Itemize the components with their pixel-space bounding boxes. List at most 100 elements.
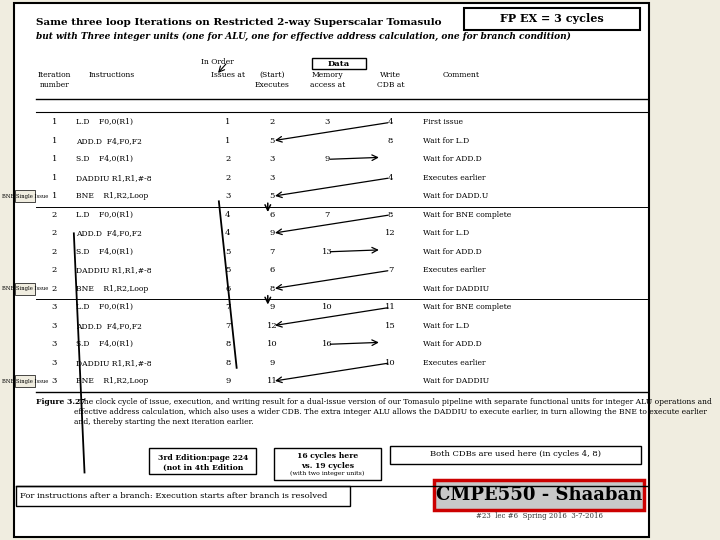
Text: 3: 3 [225, 192, 230, 200]
Text: Wait for ADD.D: Wait for ADD.D [423, 156, 482, 163]
Text: BNE Single Issue: BNE Single Issue [1, 286, 48, 291]
Text: Wait for L.D: Wait for L.D [423, 137, 469, 145]
Text: Iteration
number: Iteration number [37, 71, 71, 89]
Text: Figure 3.27: Figure 3.27 [37, 397, 86, 406]
Bar [16, 485, 350, 505]
Text: 12: 12 [267, 322, 277, 330]
Text: 3: 3 [325, 118, 330, 126]
Text: 7: 7 [388, 266, 393, 274]
Text: 7: 7 [325, 211, 330, 219]
Text: First issue: First issue [423, 118, 462, 126]
Text: CMPE550 - Shaaban: CMPE550 - Shaaban [436, 485, 642, 503]
Text: Executes earlier: Executes earlier [423, 266, 485, 274]
Bar [312, 58, 366, 69]
Text: 2: 2 [52, 248, 57, 256]
Text: The clock cycle of issue, execution, and writing result for a dual-issue version: The clock cycle of issue, execution, and… [74, 397, 711, 426]
Bar [15, 375, 35, 387]
Text: Wait for DADDIU: Wait for DADDIU [423, 285, 489, 293]
Text: 12: 12 [385, 230, 396, 237]
Text: 3rd Edition:page 224: 3rd Edition:page 224 [158, 455, 248, 462]
Text: 3: 3 [52, 340, 57, 348]
Text: Memory
access at: Memory access at [310, 71, 345, 89]
Text: Executes earlier: Executes earlier [423, 359, 485, 367]
Text: 9: 9 [269, 303, 275, 312]
Text: 6: 6 [269, 266, 275, 274]
Text: (not in 4th Edition: (not in 4th Edition [163, 463, 243, 471]
Text: ADD.D  F4,F0,F2: ADD.D F4,F0,F2 [76, 137, 142, 145]
Text: 1: 1 [225, 118, 230, 126]
Text: For instructions after a branch: Execution starts after branch is resolved: For instructions after a branch: Executi… [20, 491, 328, 500]
Text: S.D    F4,0(R1): S.D F4,0(R1) [76, 156, 132, 163]
Text: 2: 2 [52, 211, 57, 219]
Text: 1: 1 [52, 174, 57, 182]
Text: Wait for BNE complete: Wait for BNE complete [423, 303, 511, 312]
Text: 16 cycles here: 16 cycles here [297, 453, 358, 461]
Text: 5: 5 [269, 137, 275, 145]
Text: (with two integer units): (with two integer units) [290, 470, 364, 476]
Text: DADDIU R1,R1,#-8: DADDIU R1,R1,#-8 [76, 359, 151, 367]
Text: 1: 1 [52, 137, 57, 145]
Text: Wait for DADD.U: Wait for DADD.U [423, 192, 488, 200]
Text: In Order: In Order [201, 58, 234, 66]
Text: 11: 11 [385, 303, 396, 312]
Text: 6: 6 [225, 285, 230, 293]
Text: 8: 8 [269, 285, 275, 293]
Text: 2: 2 [225, 156, 230, 163]
Text: L.D    F0,0(R1): L.D F0,0(R1) [76, 211, 132, 219]
Text: 10: 10 [385, 359, 396, 367]
Text: ADD.D  F4,F0,F2: ADD.D F4,F0,F2 [76, 322, 142, 330]
Text: 10: 10 [267, 340, 277, 348]
Bar [15, 190, 35, 202]
Text: 9: 9 [269, 359, 275, 367]
Text: Instructions: Instructions [88, 71, 135, 79]
Bar [390, 446, 641, 463]
Text: 7: 7 [225, 303, 230, 312]
Text: (Start)
Executes: (Start) Executes [255, 71, 289, 89]
Text: 2: 2 [52, 285, 57, 293]
Text: 3: 3 [52, 359, 57, 367]
Text: Comment: Comment [443, 71, 480, 79]
Text: Wait for L.D: Wait for L.D [423, 322, 469, 330]
Text: FP EX = 3 cycles: FP EX = 3 cycles [500, 14, 603, 24]
Text: BNE    R1,R2,Loop: BNE R1,R2,Loop [76, 377, 148, 386]
Text: Wait for ADD.D: Wait for ADD.D [423, 248, 482, 256]
Text: 8: 8 [225, 340, 230, 348]
Text: 4: 4 [388, 174, 393, 182]
Text: Both CDBs are used here (in cycles 4, 8): Both CDBs are used here (in cycles 4, 8) [430, 450, 600, 458]
Text: 3: 3 [52, 322, 57, 330]
Text: #23  lec #6  Spring 2016  3-7-2016: #23 lec #6 Spring 2016 3-7-2016 [476, 511, 603, 519]
Text: 1: 1 [52, 192, 57, 200]
Bar [274, 448, 381, 480]
Text: 2: 2 [225, 174, 230, 182]
Text: Wait for ADD.D: Wait for ADD.D [423, 340, 482, 348]
Text: 5: 5 [269, 192, 275, 200]
Text: Wait for L.D: Wait for L.D [423, 230, 469, 237]
Text: BNE    R1,R2,Loop: BNE R1,R2,Loop [76, 192, 148, 200]
Text: 8: 8 [388, 137, 393, 145]
Text: Data: Data [328, 60, 350, 68]
Text: Executes earlier: Executes earlier [423, 174, 485, 182]
Text: BNE    R1,R2,Loop: BNE R1,R2,Loop [76, 285, 148, 293]
Text: 5: 5 [225, 266, 230, 274]
Text: L.D    F0,0(R1): L.D F0,0(R1) [76, 118, 132, 126]
Text: 9: 9 [269, 230, 275, 237]
Text: S.D    F4,0(R1): S.D F4,0(R1) [76, 248, 132, 256]
Text: Wait for DADDIU: Wait for DADDIU [423, 377, 489, 386]
Bar [150, 448, 256, 474]
Text: but with Three integer units (one for ALU, one for effective address calculation: but with Three integer units (one for AL… [37, 32, 572, 41]
Text: 11: 11 [267, 377, 278, 386]
Text: 5: 5 [225, 248, 230, 256]
Text: 8: 8 [225, 359, 230, 367]
Text: 9: 9 [225, 377, 230, 386]
Text: Write
CDB at: Write CDB at [377, 71, 405, 89]
Text: Issues at: Issues at [211, 71, 245, 79]
Text: ADD.D  F4,F0,F2: ADD.D F4,F0,F2 [76, 230, 142, 237]
Text: 3: 3 [269, 174, 275, 182]
Text: 8: 8 [388, 211, 393, 219]
Text: 9: 9 [325, 156, 330, 163]
Text: 6: 6 [269, 211, 275, 219]
Text: 16: 16 [322, 340, 333, 348]
Text: vs. 19 cycles: vs. 19 cycles [301, 462, 354, 469]
Text: 7: 7 [225, 322, 230, 330]
Text: Same three loop Iterations on Restricted 2-way Superscalar Tomasulo: Same three loop Iterations on Restricted… [37, 18, 442, 27]
